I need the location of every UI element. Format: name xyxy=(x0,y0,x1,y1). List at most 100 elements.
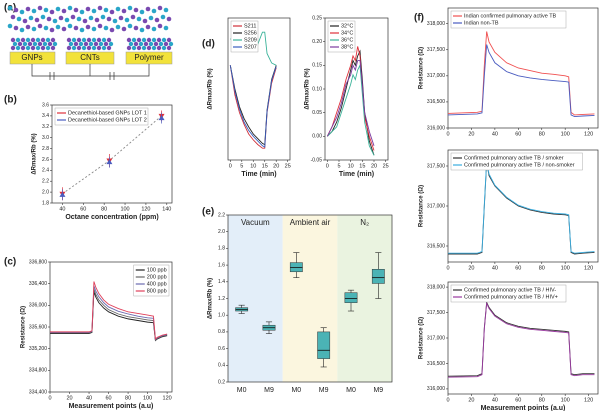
y-tick-label: 3.6 xyxy=(42,102,49,108)
point xyxy=(106,159,113,165)
y-tick-label: 1.8 xyxy=(42,200,49,206)
y-axis-label: ΔRmax/Rb (%) xyxy=(208,278,214,319)
particle xyxy=(106,45,112,51)
particle xyxy=(101,37,107,43)
particle xyxy=(156,45,162,51)
particle xyxy=(168,41,174,47)
x-axis-label: Measurement points (a.u) xyxy=(69,403,154,410)
y-tick-label: 2.8 xyxy=(42,146,49,152)
particle xyxy=(136,16,142,22)
x-tick-label: 20 xyxy=(66,395,72,401)
group-label: Vacuum xyxy=(241,218,270,227)
legend-label: S211 xyxy=(244,23,256,29)
particle xyxy=(73,7,79,13)
x-tick-label: 80 xyxy=(101,206,107,212)
particle xyxy=(126,37,132,43)
y-tick-label: 317,000 xyxy=(427,203,445,209)
particle xyxy=(142,18,148,24)
particle xyxy=(98,41,104,47)
x-tick-label: 100 xyxy=(143,395,152,401)
y-tick-label: 318,000 xyxy=(427,21,445,27)
particle xyxy=(145,6,151,12)
particle xyxy=(73,25,79,31)
panel-label: (e) xyxy=(202,207,214,218)
particle xyxy=(13,7,19,13)
particle xyxy=(70,14,76,20)
particle xyxy=(64,17,70,23)
particle xyxy=(91,26,97,32)
x-tick-label: 40 xyxy=(492,397,498,403)
y-tick-label: 0.15 xyxy=(312,63,322,69)
particle xyxy=(146,45,152,51)
legend-label: 400 ppb xyxy=(147,281,167,287)
particle xyxy=(163,41,169,47)
particle xyxy=(166,16,172,22)
particle xyxy=(151,8,157,14)
x-tick-label: 5 xyxy=(240,163,243,169)
particle xyxy=(131,45,137,51)
panel-label: (c) xyxy=(4,257,16,268)
particle xyxy=(163,7,169,13)
y-tick-label: 1.6 xyxy=(218,262,225,268)
particle xyxy=(35,37,41,43)
y-tick-label: 3.0 xyxy=(42,135,49,141)
legend-label: S256 xyxy=(244,30,257,36)
group-label: Ambient air xyxy=(290,218,331,227)
y-tick-label: 316,000 xyxy=(427,125,445,131)
particle xyxy=(31,8,37,14)
particle xyxy=(85,6,91,12)
y-tick-label: 2.2 xyxy=(42,179,49,185)
x-tick-label: 0 xyxy=(326,163,329,169)
x-tick-label: 60 xyxy=(515,265,521,271)
particle xyxy=(40,45,46,51)
x-tick-label: 20 xyxy=(468,397,474,403)
particle xyxy=(166,45,172,51)
y-tick-label: 0.8 xyxy=(218,329,225,335)
particle xyxy=(103,41,109,47)
particle xyxy=(43,7,49,13)
particle xyxy=(131,37,137,43)
particle xyxy=(61,26,67,32)
particle xyxy=(52,41,58,47)
particle xyxy=(27,41,33,47)
particle xyxy=(20,37,26,43)
x-tick-label: 120 xyxy=(584,265,593,271)
particle xyxy=(158,41,164,47)
particle xyxy=(66,45,72,51)
x-tick-label: 40 xyxy=(492,131,498,137)
particle xyxy=(79,9,85,15)
particle xyxy=(127,23,133,29)
particle xyxy=(145,24,151,30)
x-tick-label: 0 xyxy=(48,395,51,401)
particle xyxy=(47,41,53,47)
layer-label: Polymer xyxy=(134,53,164,62)
x-tick-label: 0 xyxy=(229,163,232,169)
particle xyxy=(139,27,145,33)
particle xyxy=(133,7,139,13)
y-tick-label: 334,800 xyxy=(29,368,47,374)
particle xyxy=(28,15,34,21)
particle xyxy=(154,17,160,23)
y-tick-label: 0.25 xyxy=(312,15,322,21)
legend-box xyxy=(450,152,583,171)
particle xyxy=(157,5,163,11)
y-tick-label: 336,800 xyxy=(29,259,47,265)
box xyxy=(344,292,358,303)
legend-label: Confirmed pulmonary active TB / smoker xyxy=(464,155,564,161)
y-tick-label: 316,500 xyxy=(427,99,445,105)
particle xyxy=(45,45,51,51)
particle xyxy=(7,5,13,11)
data-line xyxy=(229,65,277,148)
particle xyxy=(143,41,149,47)
legend-label: 36°C xyxy=(341,37,353,43)
x-tick-label: 0 xyxy=(446,397,449,403)
x-tick-label: 60 xyxy=(105,395,111,401)
y-tick-label: 2.0 xyxy=(42,189,49,195)
particle xyxy=(91,37,97,43)
chart: 316,000 316,500 317,000 317,500 318,000 0 20 40… xyxy=(419,281,599,411)
particle xyxy=(17,41,23,47)
x-tick-label: 140 xyxy=(162,206,171,212)
particle xyxy=(68,41,74,47)
circuit xyxy=(31,64,150,80)
